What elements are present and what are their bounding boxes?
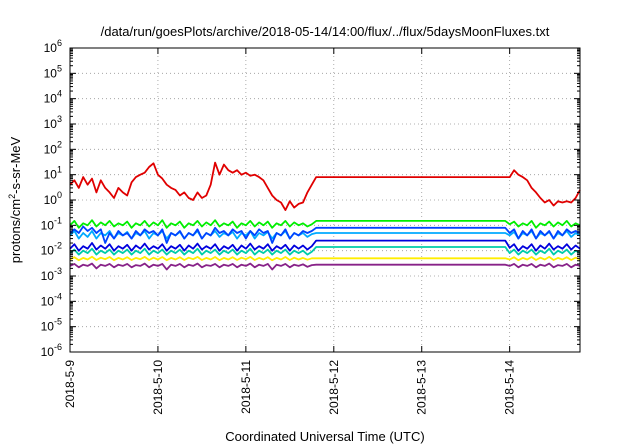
x-tick-label: 2018-5-10 (151, 360, 165, 415)
y-tick-exponent: -5 (54, 317, 62, 327)
y-tick-label: 10-3 (41, 266, 62, 283)
y-tick-base: 10 (44, 117, 58, 131)
y-tick-base: 10 (41, 244, 55, 258)
x-tick-label: 2018-5-12 (327, 360, 341, 415)
x-tick-label: 2018-5-13 (415, 360, 429, 415)
y-tick-base: 10 (41, 294, 55, 308)
y-tick-label: 10-2 (41, 241, 62, 258)
y-tick-base: 10 (44, 168, 58, 182)
y-tick-base: 10 (44, 142, 58, 156)
y-tick-label: 100 (44, 190, 62, 207)
y-tick-exponent: 4 (57, 89, 62, 99)
y-tick-label: 10-1 (41, 215, 62, 232)
grid-lines (70, 48, 580, 352)
series-line (69, 255, 581, 262)
y-tick-label: 10-6 (41, 342, 62, 359)
y-axis-title-sup: 2 (7, 194, 17, 199)
x-tick-label: 2018-5-11 (239, 360, 253, 414)
chart-title: /data/run/goesPlots/archive/2018-05-14/1… (101, 24, 550, 39)
y-tick-base: 10 (44, 41, 58, 55)
series-line (69, 246, 581, 256)
y-tick-label: 101 (44, 165, 62, 182)
y-axis-title-prefix: protons/cm (8, 199, 23, 263)
y-tick-exponent: -1 (54, 215, 62, 225)
series-line (69, 230, 581, 240)
y-tick-exponent: 1 (57, 165, 62, 175)
x-axis-title: Coordinated Universal Time (UTC) (225, 429, 424, 444)
axis-ticks: 2018-5-9 2018-5-10 2018-5-11 2018-5-12 2018-… (41, 38, 580, 415)
y-tick-base: 10 (41, 269, 55, 283)
y-tick-base: 10 (41, 345, 55, 359)
y-axis-title: protons/cm2-s-sr-MeV (7, 136, 23, 263)
y-tick-exponent: 0 (57, 190, 62, 200)
y-tick-label: 102 (44, 139, 62, 156)
y-tick-base: 10 (41, 218, 55, 232)
series-line (69, 225, 581, 244)
series-line (69, 239, 581, 252)
y-tick-exponent: -6 (54, 342, 62, 352)
y-tick-exponent: -4 (54, 291, 62, 301)
x-tick-label: 2018-5-9 (63, 360, 77, 408)
y-tick-label: 10-4 (41, 291, 62, 308)
y-tick-exponent: 5 (57, 63, 62, 73)
y-tick-base: 10 (44, 66, 58, 80)
y-tick-label: 104 (44, 89, 62, 106)
y-tick-exponent: -2 (54, 241, 62, 251)
y-tick-base: 10 (41, 320, 55, 334)
x-tick-label: 2018-5-14 (503, 360, 517, 415)
series-line (69, 161, 581, 212)
y-tick-label: 103 (44, 114, 62, 131)
series-lines (69, 161, 581, 271)
y-tick-exponent: 6 (57, 38, 62, 48)
y-tick-label: 106 (44, 38, 62, 55)
y-tick-label: 10-5 (41, 317, 62, 334)
y-tick-exponent: 3 (57, 114, 62, 124)
series-line (69, 262, 581, 271)
y-tick-exponent: -3 (54, 266, 62, 276)
y-tick-base: 10 (44, 92, 58, 106)
y-tick-label: 105 (44, 63, 62, 80)
y-tick-exponent: 2 (57, 139, 62, 149)
y-axis-title-suffix: -s-sr-MeV (8, 136, 23, 193)
y-tick-base: 10 (44, 193, 58, 207)
series-line (69, 219, 581, 229)
